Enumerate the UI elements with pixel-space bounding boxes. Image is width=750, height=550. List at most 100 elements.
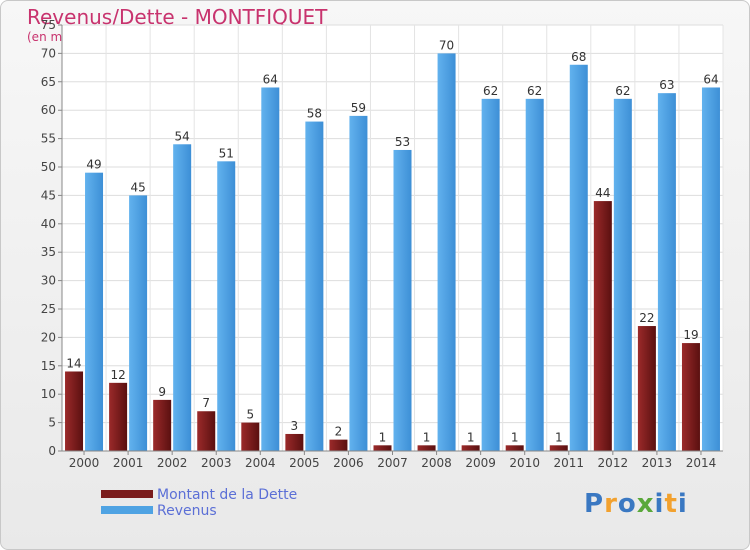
y-tick-label: 55: [41, 132, 56, 146]
x-tick-label: 2014: [686, 456, 717, 470]
legend-swatch-dette: [101, 490, 153, 498]
y-tick-label: 5: [48, 416, 56, 430]
bar-dette: [637, 326, 656, 451]
y-tick-label: 0: [48, 444, 56, 458]
data-label: 58: [307, 107, 322, 121]
data-label: 70: [439, 38, 454, 52]
data-label: 64: [263, 72, 278, 86]
bar-revenus: [129, 195, 148, 451]
y-tick-label: 70: [41, 46, 56, 60]
data-label: 45: [130, 180, 145, 194]
x-tick-label: 2004: [245, 456, 276, 470]
bar-revenus: [305, 121, 324, 451]
x-tick-label: 2008: [421, 456, 452, 470]
data-label: 9: [158, 385, 166, 399]
x-tick-label: 2003: [201, 456, 232, 470]
x-tick-label: 2002: [157, 456, 188, 470]
data-label: 1: [467, 430, 475, 444]
bar-revenus: [437, 53, 456, 452]
y-tick-label: 10: [41, 387, 56, 401]
data-label: 19: [683, 328, 698, 342]
plot-area: [62, 25, 723, 451]
bar-dette: [505, 445, 524, 451]
bar-dette: [329, 439, 348, 451]
data-label: 1: [511, 430, 519, 444]
bar-dette: [593, 201, 612, 451]
data-label: 44: [595, 186, 610, 200]
data-label: 1: [555, 430, 563, 444]
data-labels: 14 49 12 45 9 54 7 51 5 64 3 58 2 59 1 53 1 70 1 62 1 62 1 68 44…: [66, 38, 718, 444]
bar-revenus: [217, 161, 236, 451]
y-tick-label: 45: [41, 188, 56, 202]
bar-dette: [65, 371, 84, 451]
y-tick-label: 25: [41, 302, 56, 316]
x-tick-label: 2000: [69, 456, 100, 470]
x-tick-label: 2001: [113, 456, 144, 470]
proxiti-logo: Proxiti: [584, 489, 688, 519]
bar-dette: [373, 445, 392, 451]
bars: [65, 53, 720, 452]
y-tick-label: 15: [41, 359, 56, 373]
legend-label-dette: Montant de la Dette: [157, 487, 298, 503]
x-tick-label: 2010: [509, 456, 540, 470]
bar-revenus: [85, 172, 104, 451]
bar-dette: [549, 445, 568, 451]
data-label: 63: [659, 78, 674, 92]
grid-lines: [61, 24, 724, 452]
y-tick-label: 20: [41, 330, 56, 344]
bar-revenus: [613, 98, 632, 451]
y-tick-label: 50: [41, 160, 56, 174]
data-label: 49: [86, 158, 101, 172]
data-label: 5: [246, 408, 254, 422]
y-tick-label: 60: [41, 103, 56, 117]
bar-dette: [197, 411, 216, 451]
data-label: 1: [379, 430, 387, 444]
x-tick-label: 2005: [289, 456, 320, 470]
data-label: 64: [703, 72, 718, 86]
bar-revenus: [701, 87, 720, 451]
data-label: 22: [639, 311, 654, 325]
bar-dette: [241, 422, 260, 451]
data-label: 12: [110, 368, 125, 382]
data-label: 14: [66, 356, 81, 370]
data-label: 7: [202, 396, 210, 410]
data-label: 62: [483, 84, 498, 98]
x-tick-label: 2009: [465, 456, 496, 470]
bar-dette: [461, 445, 480, 451]
data-label: 62: [527, 84, 542, 98]
data-label: 3: [291, 419, 299, 433]
bar-revenus: [657, 93, 676, 451]
data-label: 53: [395, 135, 410, 149]
y-tick-label: 40: [41, 217, 56, 231]
y-tick-label: 30: [41, 274, 56, 288]
data-label: 54: [175, 129, 190, 143]
y-tick-label: 35: [41, 245, 56, 259]
data-label: 59: [351, 101, 366, 115]
bar-dette: [681, 343, 700, 451]
bar-revenus: [173, 144, 192, 451]
bar-revenus: [569, 64, 588, 451]
y-tick-label: 75: [41, 18, 56, 32]
bar-dette: [109, 382, 128, 451]
bar-dette: [417, 445, 436, 451]
bar-revenus: [261, 87, 280, 451]
bar-revenus: [481, 98, 500, 451]
data-label: 2: [335, 425, 343, 439]
x-tick-label: 2013: [642, 456, 673, 470]
data-label: 68: [571, 50, 586, 64]
legend-label-revenus: Revenus: [157, 503, 217, 519]
bar-dette: [285, 433, 304, 451]
legend-swatch-revenus: [101, 506, 153, 514]
x-tick-label: 2012: [598, 456, 629, 470]
y-tick-label: 65: [41, 75, 56, 89]
data-label: 62: [615, 84, 630, 98]
bar-revenus: [393, 149, 412, 451]
x-tick-label: 2011: [553, 456, 584, 470]
data-label: 1: [423, 430, 431, 444]
bar-revenus: [349, 115, 368, 451]
bar-dette: [153, 399, 172, 451]
x-tick-label: 2007: [377, 456, 408, 470]
